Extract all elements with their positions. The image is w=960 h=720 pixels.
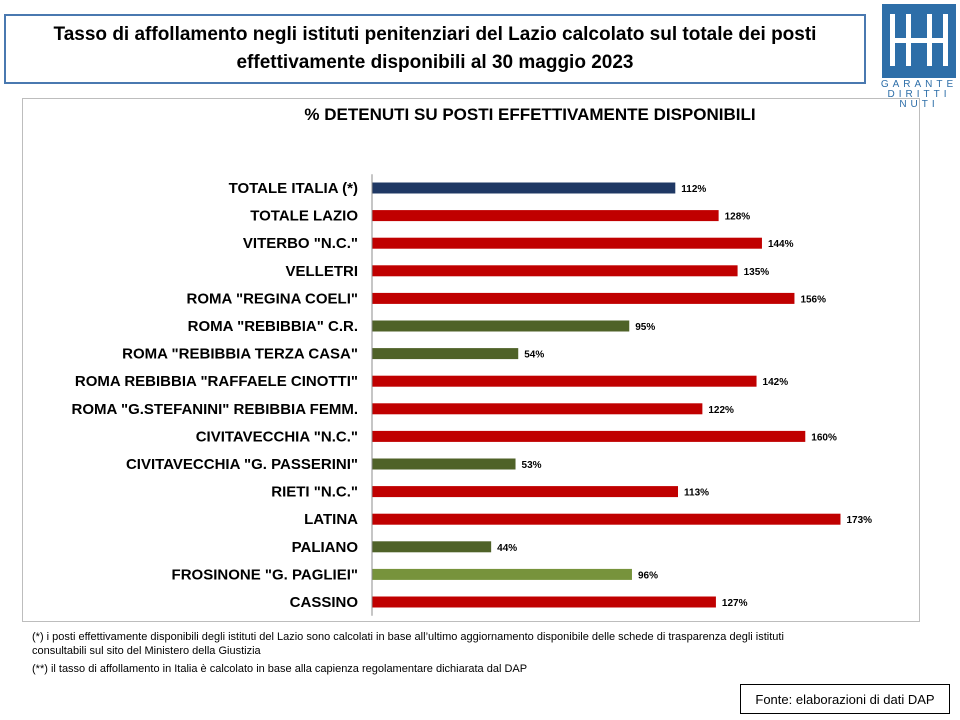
category-label: FROSINONE "G. PAGLIEI": [172, 566, 358, 583]
data-label: 44%: [497, 543, 517, 554]
bar: [372, 182, 676, 194]
data-label: 135%: [744, 267, 770, 278]
chart-frame: [22, 98, 920, 622]
data-label: 53%: [522, 460, 542, 471]
category-label: VELLETRI: [285, 263, 358, 280]
category-label: CIVITAVECCHIA "N.C.": [196, 428, 358, 445]
data-label: 96%: [638, 570, 658, 581]
bar: [372, 430, 806, 442]
bar: [372, 513, 841, 525]
category-label: CASSINO: [290, 594, 359, 611]
data-label: 144%: [768, 239, 794, 250]
bar: [372, 375, 757, 387]
title-box: Tasso di affollamento negli istituti pen…: [4, 14, 866, 84]
footnote-1-line2: consultabili sul sito del Ministero dell…: [32, 645, 261, 657]
source-text: Fonte: elaborazioni di dati DAP: [755, 691, 935, 707]
bar: [372, 541, 492, 553]
category-label: TOTALE LAZIO: [250, 208, 358, 225]
logo-text-line1: GARANTE: [880, 79, 958, 90]
data-label: 142%: [763, 377, 789, 388]
source-box: Fonte: elaborazioni di dati DAP: [740, 684, 950, 714]
category-label: ROMA "G.STEFANINI" REBIBBIA FEMM.: [72, 401, 358, 418]
data-label: 122%: [708, 405, 734, 416]
category-label: CIVITAVECCHIA "G. PASSERINI": [126, 456, 358, 473]
logo-text-line3: NUTI: [899, 99, 939, 110]
bar: [372, 403, 703, 415]
bar: [372, 265, 738, 277]
data-label: 173%: [846, 515, 872, 526]
garante-logo: GARANTE DIRITTI NUTI: [880, 2, 958, 110]
data-label: 54%: [524, 350, 544, 361]
data-label: 160%: [811, 432, 837, 443]
footnote-2: (**) il tasso di affollamento in Italia …: [32, 663, 528, 675]
category-label: LATINA: [304, 511, 358, 528]
category-label: ROMA REBIBBIA "RAFFAELE CINOTTI": [75, 373, 358, 390]
footnote-1-line1: (*) i posti effettivamente disponibili d…: [32, 631, 784, 643]
bar: [372, 348, 519, 360]
bar: [372, 292, 795, 304]
bar: [372, 486, 679, 498]
logo-emblem: [882, 4, 956, 78]
logo-emblem-graphic: [890, 14, 948, 66]
category-label: ROMA "REBIBBIA" C.R.: [188, 318, 358, 335]
data-label: 113%: [684, 488, 709, 499]
logo-crossbar: [890, 38, 948, 43]
logo-text-line2: DIRITTI: [887, 89, 951, 100]
bar: [372, 237, 762, 249]
bar: [372, 210, 719, 222]
bar: [372, 320, 630, 332]
data-label: 127%: [722, 598, 748, 609]
category-label: ROMA "REBIBBIA TERZA CASA": [122, 346, 358, 363]
category-label: TOTALE ITALIA (*): [229, 180, 358, 197]
category-label: VITERBO "N.C.": [243, 235, 358, 252]
data-label: 95%: [635, 322, 655, 333]
data-label: 112%: [681, 184, 706, 195]
data-label: 128%: [725, 212, 751, 223]
category-label: PALIANO: [292, 539, 359, 556]
category-label: RIETI "N.C.": [271, 484, 358, 501]
category-label: ROMA "REGINA COELI": [187, 290, 358, 307]
page-title-line2: effettivamente disponibili al 30 maggio …: [236, 52, 634, 73]
page-title-line1: Tasso di affollamento negli istituti pen…: [53, 24, 817, 45]
bar: [372, 596, 716, 608]
chart-title: % DETENUTI SU POSTI EFFETTIVAMENTE DISPO…: [304, 105, 756, 124]
bar: [372, 458, 516, 470]
bar: [372, 568, 632, 580]
data-label: 156%: [800, 294, 826, 305]
